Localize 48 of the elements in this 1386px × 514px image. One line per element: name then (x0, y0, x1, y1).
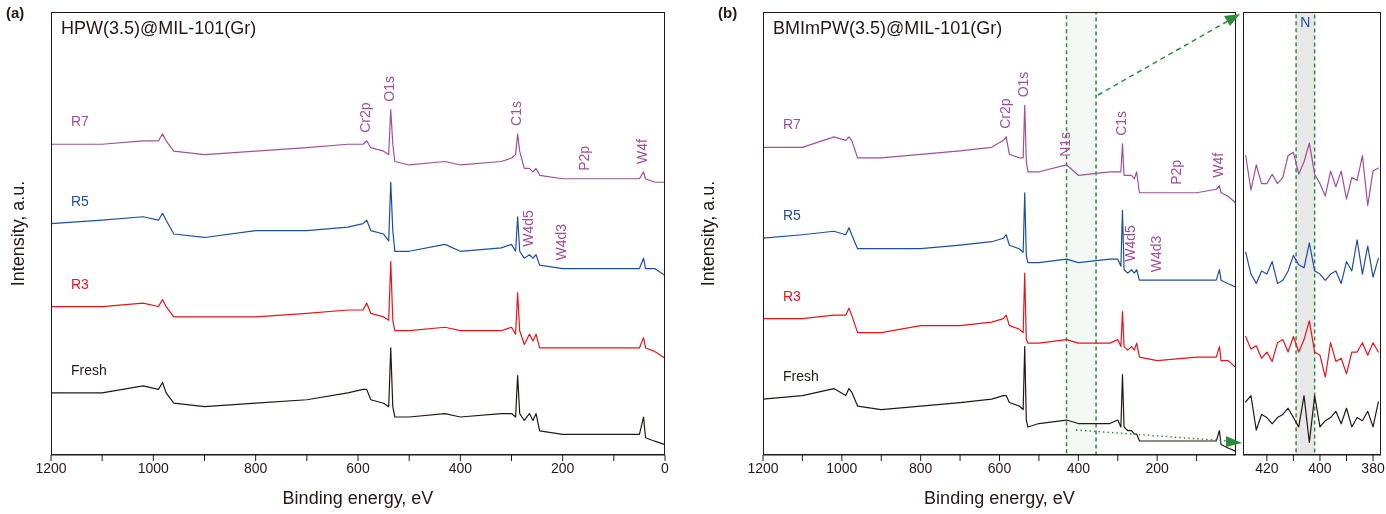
annotation: P2p (1167, 159, 1184, 185)
x-tick-label: 400 (448, 459, 473, 476)
annotation: N1s (1057, 131, 1074, 157)
annotation: C1s (1113, 110, 1130, 136)
annotation: Cr2p (357, 102, 374, 133)
annotation: C1s (508, 100, 525, 126)
annotation: W4d5 (520, 209, 537, 247)
chart-subtitle: HPW(3.5)@MIL-101(Gr) (61, 18, 257, 39)
y-axis-title: Intensity, a.u. (8, 180, 28, 287)
series-label: R3 (71, 275, 90, 292)
annotation: W4f (634, 138, 651, 164)
annotation: W4d3 (1147, 235, 1164, 273)
y-axis-title: Intensity, a.u. (698, 180, 718, 287)
x-tick-label: 1200 (747, 459, 779, 476)
x-tick-label: 600 (346, 459, 370, 476)
chart-title: (b) (718, 4, 738, 21)
x-tick-label: 400 (1066, 459, 1091, 476)
x-tick-label: 200 (550, 459, 575, 476)
chart-title: (a) (6, 4, 25, 21)
x-tick-label: 1200 (35, 459, 67, 476)
x-tick-label: 600 (987, 459, 1012, 476)
annotation: O1s (1015, 71, 1032, 98)
x-axis-title: Binding energy, eV (924, 488, 1075, 508)
series-label: R5 (783, 207, 802, 224)
annotation: W4f (1210, 152, 1227, 178)
x-tick-label: 800 (243, 459, 268, 476)
x-tick-label: 380 (1361, 459, 1385, 476)
x-tick-label: 420 (1255, 459, 1279, 476)
series-label: R3 (783, 287, 802, 304)
annotation: W4d5 (1122, 224, 1139, 262)
chart-subtitle: BMImPW(3.5)@MIL-101(Gr) (773, 18, 1003, 39)
band-label: N (1300, 13, 1311, 30)
annotation: P2p (576, 145, 593, 171)
x-tick-label: 1000 (137, 459, 170, 476)
series-label: Fresh (783, 368, 819, 385)
annotation: W4d3 (553, 223, 570, 261)
x-tick-label: 400 (1308, 459, 1332, 476)
x-tick-label: 800 (908, 459, 933, 476)
series-label: R7 (783, 116, 802, 133)
x-axis-title: Binding energy, eV (282, 488, 434, 508)
series-label: R7 (71, 113, 90, 130)
series-label: R5 (71, 192, 90, 209)
x-tick-label: 200 (1145, 459, 1170, 476)
series-label: Fresh (71, 361, 107, 378)
x-tick-label: 0 (661, 459, 670, 476)
x-tick-label: 1000 (826, 459, 858, 476)
annotation: O1s (381, 76, 398, 102)
annotation: Cr2p (996, 98, 1013, 129)
